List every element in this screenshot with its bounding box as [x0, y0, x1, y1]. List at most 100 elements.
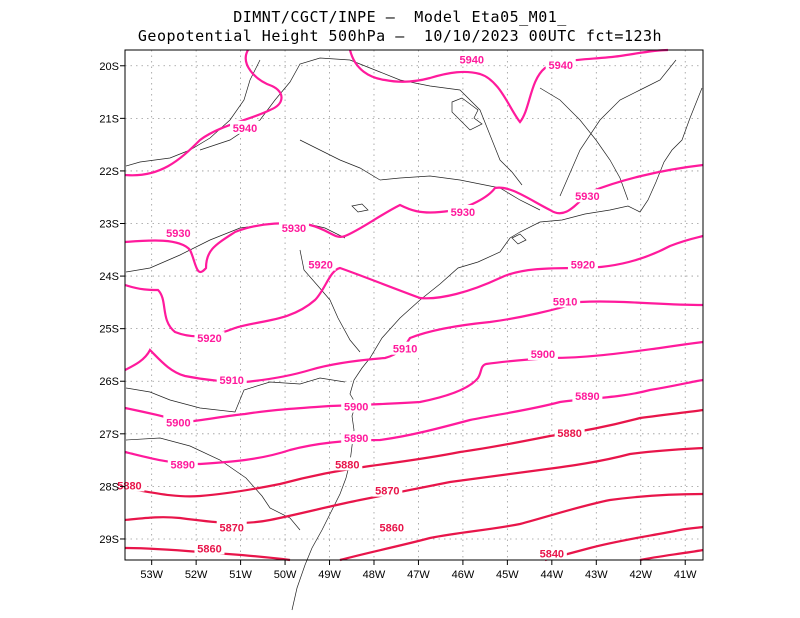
contour-label-bg — [305, 257, 336, 271]
contour-label-bg — [230, 120, 261, 134]
lon-tick-label: 42W — [629, 569, 652, 581]
lat-tick-label: 28S — [99, 481, 119, 493]
contour-line-5900 — [124, 340, 704, 424]
lon-tick-label: 46W — [452, 569, 475, 581]
lat-tick-label: 20S — [99, 61, 119, 73]
lat-tick-label: 23S — [99, 219, 119, 231]
contour-line-5890 — [124, 378, 704, 466]
border-line — [125, 59, 261, 167]
lon-tick-label: 47W — [407, 569, 430, 581]
contour-label: 5910 — [219, 375, 243, 387]
coastline — [291, 87, 703, 611]
contour-label: 5890 — [171, 459, 195, 471]
contour-label: 5940 — [548, 60, 572, 72]
border-line — [299, 249, 361, 353]
contour-label-bg — [572, 189, 603, 203]
contour-label-bg — [341, 431, 372, 445]
contour-label-bg — [194, 331, 225, 345]
contour-label: 5860 — [197, 543, 221, 555]
lon-tick-label: 52W — [185, 569, 208, 581]
grid-lines — [125, 50, 703, 560]
contour-label-bg — [456, 52, 487, 66]
contour-line-5940 — [348, 48, 669, 124]
lat-tick-label: 24S — [99, 271, 119, 283]
lon-tick-label: 45W — [496, 569, 519, 581]
map-title-line2: Geopotential Height 500hPa – 10/10/2023 … — [137, 27, 663, 45]
contour-label: 5920 — [197, 333, 221, 345]
contour-label-bg — [572, 389, 603, 403]
border-line — [559, 59, 677, 197]
lon-tick-label: 44W — [541, 569, 564, 581]
lon-tick-label: 49W — [318, 569, 341, 581]
coastline-and-borders — [125, 57, 703, 611]
contour-label: 5870 — [219, 522, 243, 534]
contour-label-bg — [447, 204, 478, 218]
contour-label: 5870 — [375, 486, 399, 498]
contour-label: 5930 — [282, 223, 306, 235]
contour-label: 5910 — [393, 344, 417, 356]
lat-tick-label: 26S — [99, 376, 119, 388]
border-line — [539, 87, 629, 201]
contour-label: 5860 — [380, 522, 404, 534]
lon-tick-label: 48W — [363, 569, 386, 581]
contour-label: 5840 — [540, 549, 564, 561]
contour-label-bg — [527, 346, 558, 360]
contour-labels: 5940 5940 5940 5930 5930 5930 5930 5920 5920 5920… — [114, 52, 603, 561]
lat-tick-label: 22S — [99, 166, 119, 178]
lon-tick-label: 50W — [274, 569, 297, 581]
contour-label-bg — [163, 415, 194, 429]
lat-tick-label: 21S — [99, 113, 119, 125]
contour-line-5870 — [544, 525, 704, 562]
contour-label-bg — [278, 220, 309, 234]
contour-label-bg — [554, 425, 585, 439]
map-frame — [124, 49, 704, 561]
lat-tick-label: 25S — [99, 324, 119, 336]
contour-label: 5890 — [344, 433, 368, 445]
contour-label: 5880 — [557, 428, 581, 440]
contour-label: 5880 — [335, 459, 359, 471]
contour-label: 5930 — [451, 207, 475, 219]
contour-label: 5940 — [460, 55, 484, 67]
contour-label: 5900 — [344, 402, 368, 414]
border-line — [125, 377, 346, 413]
contour-label-bg — [114, 478, 145, 492]
lake-outline — [351, 203, 369, 213]
lon-tick-label: 53W — [140, 569, 163, 581]
contour-line-5870 — [124, 446, 704, 525]
contour-line-5860 — [339, 492, 704, 562]
contour-label-bg — [216, 373, 247, 387]
border-line — [125, 437, 301, 531]
contour-label: 5920 — [571, 260, 595, 272]
contour-label-bg — [372, 483, 403, 497]
contour-label: 5880 — [117, 480, 141, 492]
lon-tick-label: 43W — [585, 569, 608, 581]
contour-line-5920 — [124, 234, 704, 338]
contour-label-bg — [567, 257, 598, 271]
contour-label-bg — [332, 457, 363, 471]
island-outline — [511, 233, 527, 245]
border-line — [299, 139, 381, 181]
contour-label-bg — [550, 294, 581, 308]
contour-label-bg — [536, 546, 567, 560]
lat-tick-label: 27S — [99, 429, 119, 441]
contour-label-bg — [163, 226, 194, 240]
lon-tick-label: 51W — [229, 569, 252, 581]
contour-label: 5900 — [531, 349, 555, 361]
map-title-line1: DIMNT/CGCT/INPE – Model Eta05_M01_ — [233, 8, 567, 26]
contour-label-bg — [376, 520, 407, 534]
contour-label-bg — [390, 341, 421, 355]
contour-line-5840 — [639, 548, 704, 562]
contour-label-bg — [167, 457, 198, 471]
border-line — [199, 57, 523, 186]
contour-label: 5930 — [575, 191, 599, 203]
axis-labels: 53W 52W 51W 50W 49W 48W 47W 46W 45W 44W 43W 42W 41W 2… — [99, 61, 697, 581]
contour-label: 5890 — [575, 391, 599, 403]
lake-outline — [451, 97, 483, 131]
contour-label-bg — [341, 399, 372, 413]
contour-label: 5920 — [308, 260, 332, 272]
contour-label: 5910 — [553, 296, 577, 308]
contour-label: 5940 — [233, 123, 257, 135]
contour-line-5930 — [124, 163, 704, 274]
lat-tick-label: 29S — [99, 534, 119, 546]
